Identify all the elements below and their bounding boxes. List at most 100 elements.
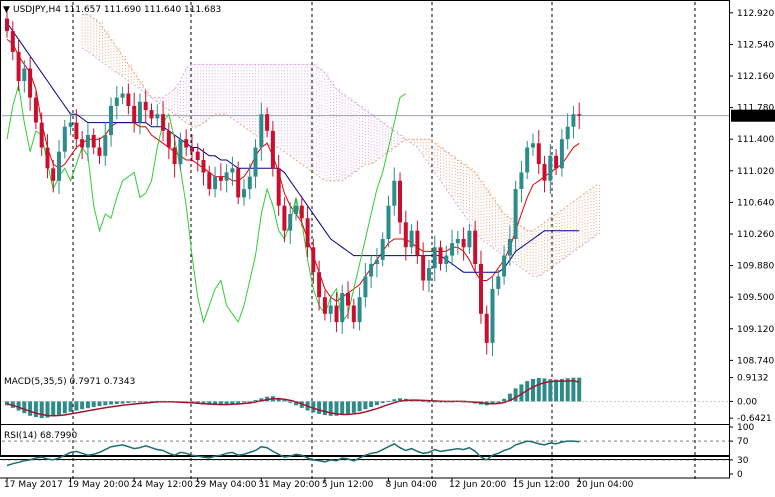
macd-signal-line <box>6 380 580 417</box>
macd-bar <box>28 401 33 416</box>
candle-body <box>294 205 298 214</box>
candle-body <box>28 68 33 98</box>
macd-bar <box>132 401 137 403</box>
candle-body <box>392 180 397 206</box>
macd-bar <box>507 393 512 402</box>
candle-body <box>409 230 414 248</box>
macd-bar <box>519 384 524 402</box>
time-tick-label: 24 May 12:00 <box>131 480 193 490</box>
candle-body <box>490 288 495 343</box>
price-tick-label: 109.120 <box>737 325 774 335</box>
time-tick-label: 12 Jun 20:00 <box>449 480 506 490</box>
span-b-line <box>81 47 597 277</box>
time-tick-label: 8 Jun 04:00 <box>385 480 437 490</box>
candle-body <box>114 97 119 106</box>
main-chart-title: USDJPY,H4 111.657 111.690 111.640 111.68… <box>13 5 221 15</box>
candle-body <box>282 205 287 231</box>
candle-body <box>91 135 96 148</box>
candle-body <box>577 114 582 116</box>
time-tick-label: 17 May 2017 <box>4 480 63 490</box>
candle-body <box>322 297 327 314</box>
candle-body <box>403 222 408 248</box>
candle-body <box>132 105 137 123</box>
candle-body <box>22 68 27 81</box>
candle-body <box>346 293 350 306</box>
main-panel-border <box>0 0 730 456</box>
candle-body <box>68 122 73 127</box>
rsi-tick-label: 30 <box>737 456 749 466</box>
candle-body <box>195 151 200 160</box>
macd-bar <box>496 401 501 403</box>
price-tick-label: 112.920 <box>737 9 774 19</box>
macd-bar <box>531 379 535 402</box>
macd-bar <box>120 401 125 404</box>
macd-bar <box>242 401 246 403</box>
candle-body <box>450 243 455 256</box>
candle-body <box>351 305 356 323</box>
macd-bar <box>5 401 9 406</box>
candle-body <box>201 160 206 173</box>
candle-body <box>380 239 385 260</box>
macd-bar <box>91 401 96 408</box>
candle-body <box>328 305 333 314</box>
main-title-arrow-icon[interactable]: ▼ <box>3 5 10 15</box>
candle-body <box>473 230 478 264</box>
kijun-sen-line <box>6 22 580 273</box>
macd-bar <box>369 401 374 408</box>
price-tick-label: 111.780 <box>737 104 774 114</box>
indicator-lines <box>2 22 729 324</box>
macd-tick-label: -0.6421 <box>737 414 772 424</box>
candle-body <box>16 51 21 81</box>
candle-body <box>74 122 79 140</box>
candle-body <box>85 135 90 148</box>
candle-body <box>178 139 183 165</box>
macd-bar <box>415 400 420 402</box>
candle-body <box>311 247 316 273</box>
macd-bar <box>317 401 322 414</box>
macd-bar <box>525 381 530 402</box>
macd-bar <box>322 401 327 415</box>
candle-body <box>461 239 466 248</box>
macd-bar <box>577 377 582 402</box>
macd-bar <box>253 400 258 402</box>
candle-body <box>502 255 507 277</box>
macd-bar <box>288 401 293 403</box>
candle-body <box>565 126 570 140</box>
rsi-tick-label: 0 <box>737 470 743 480</box>
price-axis: 111.683 112.920 112.540 112.160 111.780 111.4… <box>729 9 775 366</box>
macd-bar <box>351 401 356 413</box>
macd-bar <box>490 401 495 405</box>
candle-body <box>166 130 171 148</box>
macd-bar <box>74 401 79 411</box>
macd-bar <box>45 401 50 418</box>
candle-body <box>340 293 345 323</box>
macd-bar <box>126 401 131 403</box>
candle-body <box>531 143 535 148</box>
candle-body <box>525 147 530 173</box>
candle-body <box>484 313 489 343</box>
macd-bar <box>357 401 362 412</box>
ichimoku-cloud <box>81 14 601 277</box>
time-tick-label: 20 Jun 04:00 <box>576 480 633 490</box>
macd-bar <box>311 401 316 413</box>
candle-body <box>155 114 160 119</box>
candle-body <box>224 172 229 181</box>
macd-bar <box>109 401 113 405</box>
candle-body <box>80 139 85 148</box>
candle-body <box>149 110 154 119</box>
macd-bar <box>536 377 541 402</box>
rsi-panel: 100 70 30 0 <box>2 423 754 480</box>
macd-bar <box>85 401 90 409</box>
macd-bar <box>334 401 339 416</box>
rsi-title: RSI(14) 68.7990 <box>4 431 77 441</box>
candle-body <box>299 205 304 219</box>
span-a-line <box>82 14 597 232</box>
candle-body <box>467 230 472 248</box>
macd-bar <box>363 401 368 410</box>
price-tick-label: 108.740 <box>737 356 774 366</box>
time-tick-label: 31 May 20:00 <box>258 480 320 490</box>
rsi-tick-label: 100 <box>737 423 754 433</box>
macd-bar <box>103 401 108 406</box>
candle-body <box>398 180 402 223</box>
